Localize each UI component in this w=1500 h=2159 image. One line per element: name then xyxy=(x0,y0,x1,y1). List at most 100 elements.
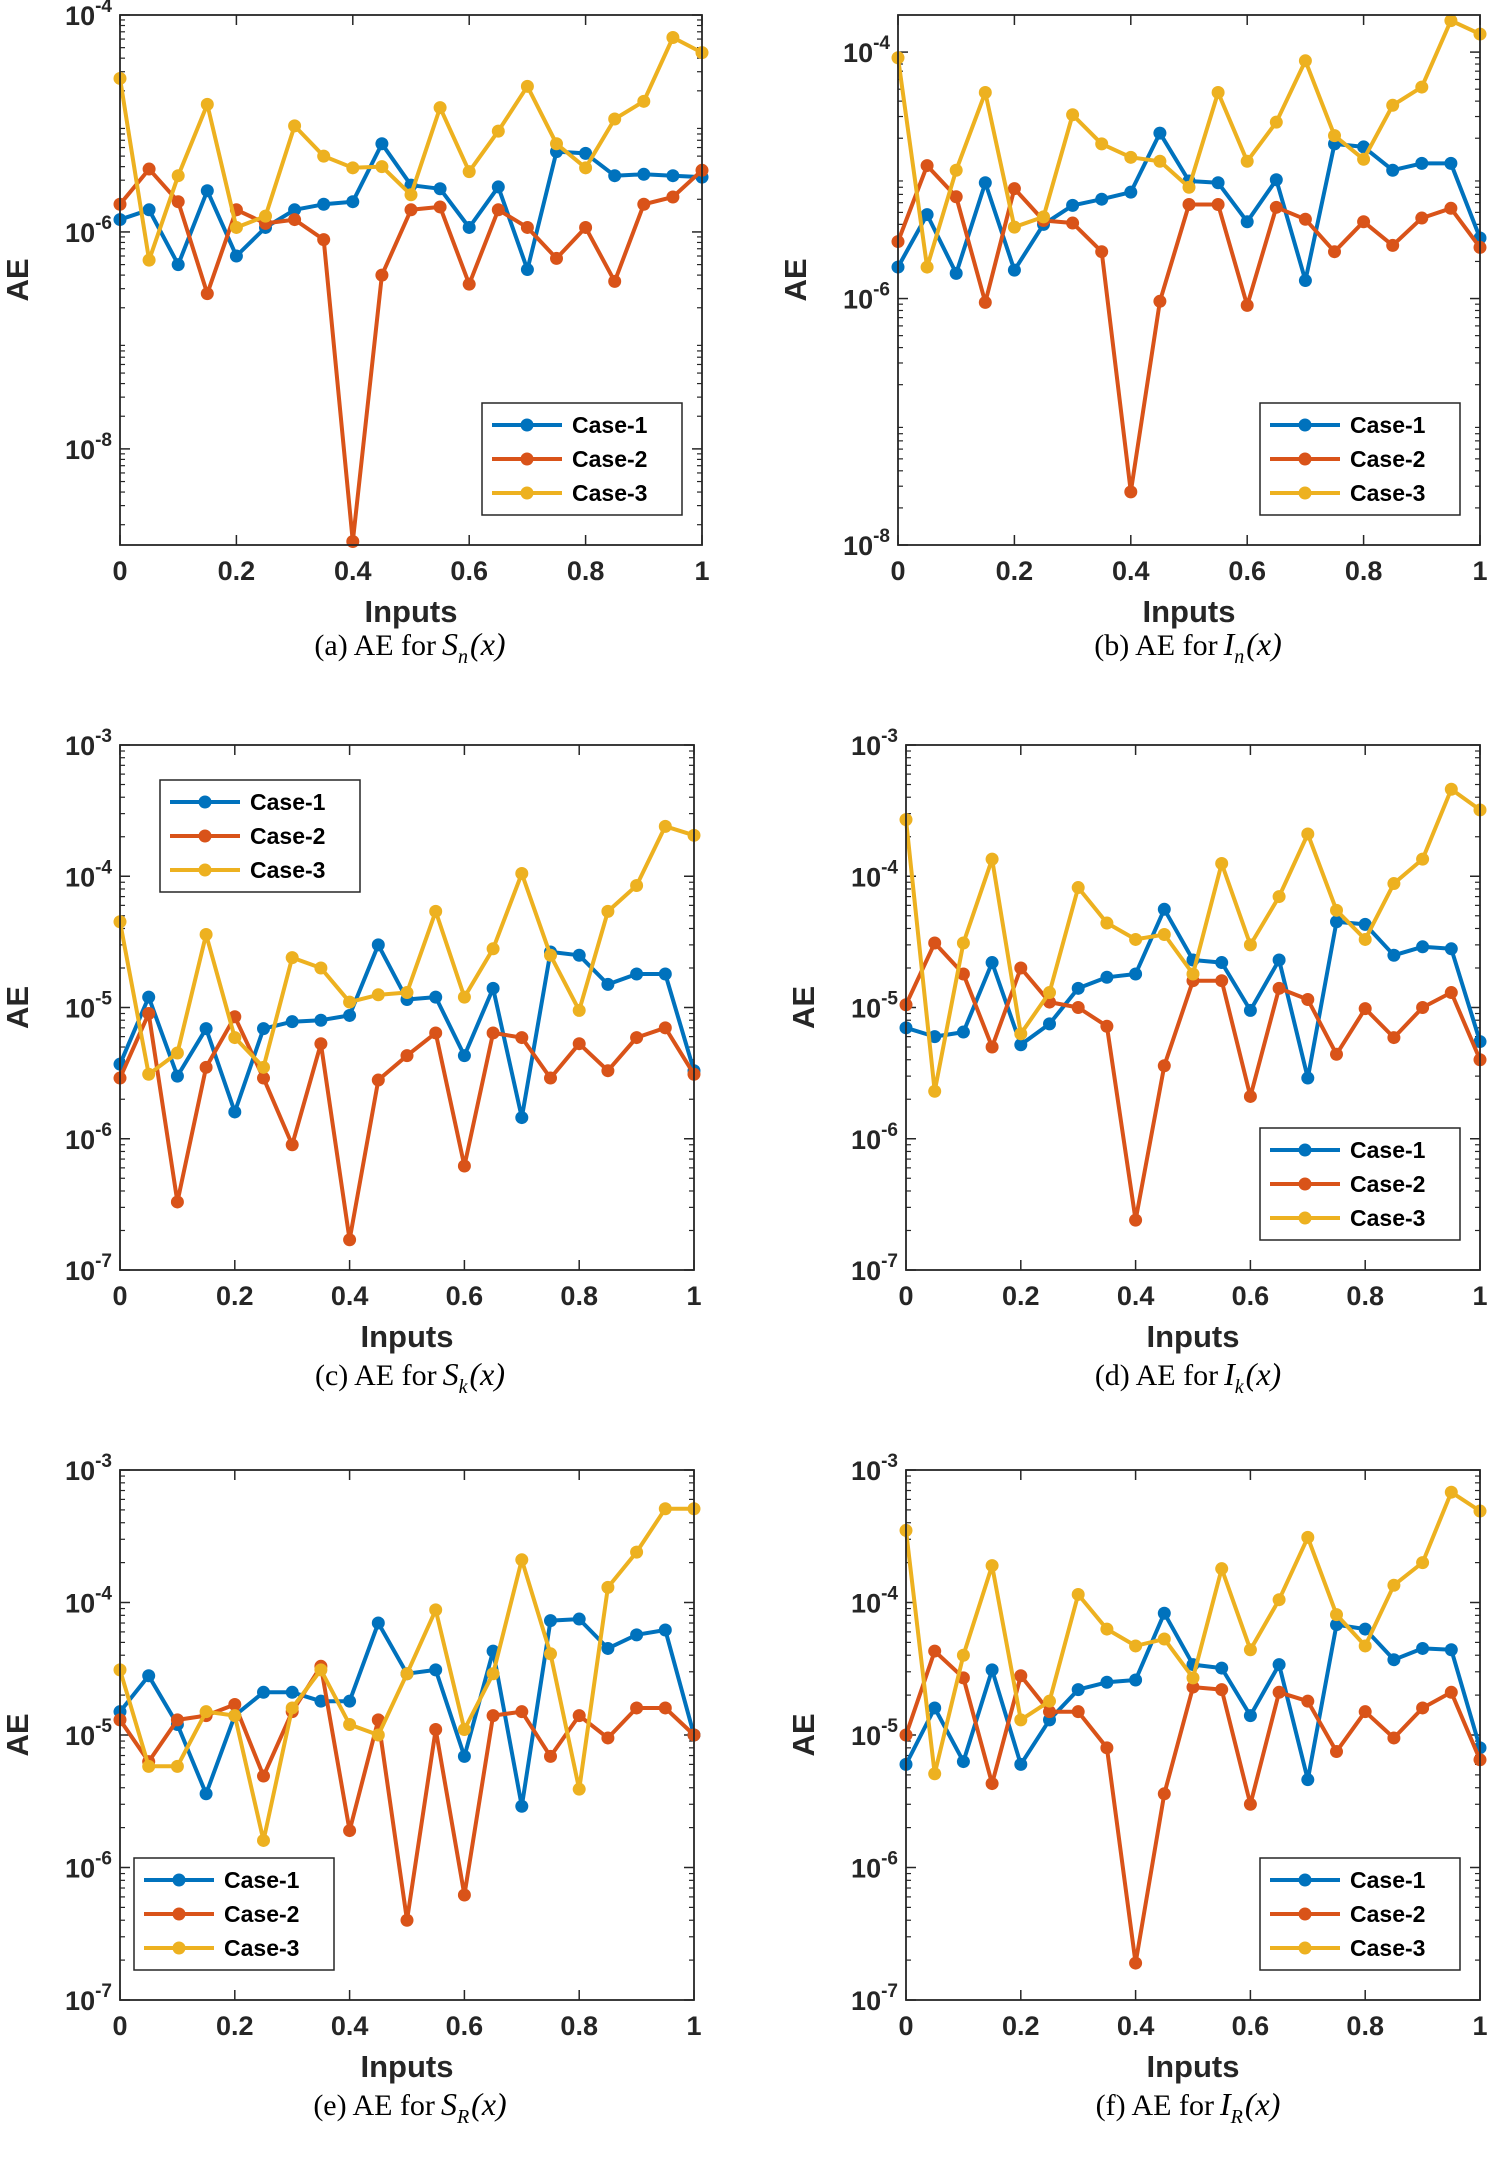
data-point xyxy=(1153,154,1167,168)
series-case-2 xyxy=(113,162,709,549)
data-point xyxy=(142,1669,156,1683)
data-point xyxy=(1330,1618,1343,1632)
data-point xyxy=(1095,192,1109,206)
data-point xyxy=(601,1064,615,1078)
data-point xyxy=(1358,1705,1372,1719)
data-point xyxy=(1330,1047,1343,1061)
y-tick-label: 10-6 xyxy=(851,1120,898,1155)
data-point xyxy=(1444,782,1458,796)
data-point xyxy=(462,277,476,291)
data-point xyxy=(515,1799,529,1813)
data-point xyxy=(371,1073,385,1087)
data-point xyxy=(142,1067,156,1081)
data-point xyxy=(1444,942,1458,956)
data-point xyxy=(200,97,214,111)
data-point xyxy=(429,904,443,918)
x-tick-label: 0 xyxy=(112,1281,127,1311)
data-point xyxy=(1444,1643,1458,1657)
x-tick-label: 0.6 xyxy=(1232,1281,1270,1311)
x-axis-label: Inputs xyxy=(361,2049,454,2084)
y-tick-label: 10-4 xyxy=(851,857,898,892)
data-point xyxy=(572,1782,586,1796)
data-point xyxy=(371,1713,385,1727)
data-point xyxy=(317,149,331,163)
x-tick-label: 0.2 xyxy=(1002,2011,1040,2041)
x-tick-label: 0.2 xyxy=(216,2011,254,2041)
data-point xyxy=(457,1723,471,1737)
data-point xyxy=(1416,1701,1430,1715)
legend-marker xyxy=(1298,1211,1312,1225)
data-point xyxy=(1014,1038,1028,1052)
data-point xyxy=(200,184,214,198)
x-tick-label: 0 xyxy=(112,2011,127,2041)
caption-argument: (x) xyxy=(1244,2086,1281,2122)
data-point xyxy=(1182,180,1196,194)
data-point xyxy=(1387,877,1401,891)
data-point xyxy=(1269,200,1283,214)
data-point xyxy=(170,1713,184,1727)
data-point xyxy=(1066,108,1080,122)
data-point xyxy=(601,1641,615,1655)
data-point xyxy=(486,942,500,956)
data-point xyxy=(1157,1606,1171,1620)
caption-f: (f) AE for IR(x) xyxy=(908,2086,1468,2128)
x-tick-label: 0.2 xyxy=(218,556,256,586)
data-point xyxy=(1301,827,1315,841)
data-point xyxy=(257,1071,270,1085)
data-point xyxy=(520,79,534,93)
data-point xyxy=(1215,1661,1229,1675)
y-tick-label: 10-6 xyxy=(65,213,112,248)
data-point xyxy=(1272,1658,1286,1672)
data-point xyxy=(1416,940,1430,954)
data-point xyxy=(978,86,992,100)
data-point xyxy=(1043,1694,1056,1708)
legend-entry: Case-1 xyxy=(1350,412,1426,438)
x-tick-label: 0 xyxy=(898,2011,913,2041)
data-point xyxy=(1186,1680,1200,1694)
data-point xyxy=(142,162,156,176)
data-point xyxy=(1100,1741,1114,1755)
data-point xyxy=(1358,1639,1372,1653)
data-point xyxy=(142,990,156,1004)
x-tick-label: 0.6 xyxy=(1228,556,1266,586)
data-point xyxy=(1387,1653,1401,1667)
data-point xyxy=(1043,1705,1056,1719)
data-point xyxy=(1243,1089,1257,1103)
data-point xyxy=(1301,1530,1315,1544)
data-point xyxy=(1298,274,1312,288)
x-tick-label: 0.4 xyxy=(1117,2011,1155,2041)
caption-c: (c) AE for Sk(x) xyxy=(130,1356,690,1398)
legend-marker xyxy=(1298,1177,1312,1191)
data-point xyxy=(1014,1669,1028,1683)
data-point xyxy=(343,1233,357,1247)
caption-subscript: R xyxy=(1230,2106,1243,2128)
data-point xyxy=(462,165,476,179)
legend-entry: Case-3 xyxy=(1350,480,1425,506)
data-point xyxy=(1416,1556,1430,1570)
caption-argument: (x) xyxy=(471,2086,507,2122)
chart-panel-c: 10-7 10-6 10-5 10-4 10-3 0 0.2 0.4 0.6 0.8 1 Inputs… xyxy=(0,726,702,1354)
x-tick-label: 0.4 xyxy=(331,1281,369,1311)
data-point xyxy=(544,1071,557,1085)
caption-function: S xyxy=(442,626,459,662)
data-point xyxy=(949,190,963,204)
x-tick-label: 0.8 xyxy=(560,2011,598,2041)
data-point xyxy=(400,1667,414,1681)
caption-argument: (x) xyxy=(1245,1356,1282,1392)
data-point xyxy=(199,1705,213,1719)
data-point xyxy=(1269,173,1283,187)
y-tick-label: 10-4 xyxy=(65,0,112,31)
data-point xyxy=(1298,212,1312,226)
data-point xyxy=(978,295,992,309)
data-point xyxy=(1153,294,1167,308)
data-point xyxy=(928,1767,942,1781)
data-point xyxy=(457,990,471,1004)
data-point xyxy=(1387,948,1401,962)
data-point xyxy=(1014,1027,1028,1041)
data-point xyxy=(1358,932,1372,946)
data-point xyxy=(170,1069,184,1083)
data-point xyxy=(1007,220,1021,234)
data-point xyxy=(1066,198,1080,212)
data-point xyxy=(1272,890,1286,904)
